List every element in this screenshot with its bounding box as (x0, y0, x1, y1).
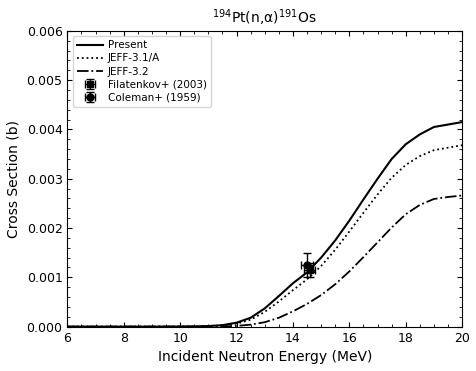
JEFF-3.2 (416, 203, 422, 207)
JEFF-3.1/A (317, 264, 323, 268)
JEFF-3.1/A (332, 247, 337, 252)
Line: JEFF-3.2: JEFF-3.2 (67, 196, 461, 326)
JEFF-3.2 (177, 324, 183, 329)
JEFF-3.2 (289, 309, 295, 313)
JEFF-3.2 (247, 322, 253, 327)
JEFF-3.2 (276, 316, 281, 320)
Present (388, 157, 394, 161)
JEFF-3.1/A (219, 324, 225, 328)
Present (374, 177, 379, 181)
Present (346, 219, 351, 223)
JEFF-3.1/A (374, 192, 379, 197)
JEFF-3.2 (92, 324, 98, 329)
JEFF-3.1/A (177, 324, 183, 329)
Present (120, 324, 126, 329)
Present (402, 142, 408, 147)
JEFF-3.1/A (120, 324, 126, 329)
X-axis label: Incident Neutron Energy (MeV): Incident Neutron Energy (MeV) (157, 350, 371, 364)
JEFF-3.1/A (416, 154, 422, 158)
JEFF-3.1/A (92, 324, 98, 329)
Present (247, 316, 253, 320)
Line: Present: Present (67, 122, 461, 326)
JEFF-3.1/A (289, 288, 295, 292)
JEFF-3.1/A (205, 324, 211, 328)
JEFF-3.2 (332, 282, 337, 286)
Present (205, 324, 211, 328)
Present (261, 306, 267, 311)
JEFF-3.2 (205, 324, 211, 329)
Present (360, 197, 366, 202)
JEFF-3.2 (360, 255, 366, 259)
Title: $^{194}$Pt(n,α)$^{191}$Os: $^{194}$Pt(n,α)$^{191}$Os (212, 7, 317, 27)
Present (430, 125, 436, 129)
JEFF-3.2 (233, 324, 239, 328)
Present (289, 281, 295, 286)
JEFF-3.1/A (276, 299, 281, 304)
JEFF-3.1/A (388, 175, 394, 180)
Y-axis label: Cross Section (b): Cross Section (b) (7, 120, 21, 238)
JEFF-3.2 (444, 195, 450, 199)
Present (332, 238, 337, 243)
Present (92, 324, 98, 329)
JEFF-3.1/A (247, 318, 253, 322)
JEFF-3.2 (304, 302, 309, 306)
Present (219, 323, 225, 327)
JEFF-3.1/A (64, 324, 70, 329)
Present (304, 270, 309, 275)
JEFF-3.1/A (444, 145, 450, 150)
JEFF-3.1/A (233, 321, 239, 326)
JEFF-3.2 (261, 320, 267, 324)
Line: JEFF-3.1/A: JEFF-3.1/A (67, 145, 461, 326)
JEFF-3.2 (458, 193, 464, 198)
Present (233, 321, 239, 325)
JEFF-3.1/A (304, 277, 309, 282)
JEFF-3.1/A (191, 324, 197, 329)
Present (64, 324, 70, 329)
JEFF-3.1/A (346, 229, 351, 234)
JEFF-3.2 (402, 212, 408, 216)
JEFF-3.2 (430, 197, 436, 201)
JEFF-3.1/A (261, 310, 267, 314)
JEFF-3.1/A (149, 324, 155, 329)
Present (416, 132, 422, 137)
JEFF-3.2 (388, 225, 394, 230)
Present (149, 324, 155, 329)
Present (458, 120, 464, 124)
JEFF-3.2 (149, 324, 155, 329)
Present (444, 122, 450, 127)
Present (177, 324, 183, 329)
JEFF-3.2 (346, 269, 351, 274)
Present (276, 294, 281, 298)
Present (317, 255, 323, 260)
JEFF-3.2 (120, 324, 126, 329)
JEFF-3.2 (374, 240, 379, 244)
JEFF-3.1/A (360, 211, 366, 215)
JEFF-3.2 (219, 324, 225, 329)
JEFF-3.2 (64, 324, 70, 329)
JEFF-3.1/A (430, 148, 436, 152)
JEFF-3.2 (191, 324, 197, 329)
Legend: Present, JEFF-3.1/A, JEFF-3.2, Filatenkov+ (2003), Coleman+ (1959): Present, JEFF-3.1/A, JEFF-3.2, Filatenko… (72, 36, 211, 107)
Present (191, 324, 197, 329)
JEFF-3.2 (317, 293, 323, 297)
JEFF-3.1/A (458, 143, 464, 147)
JEFF-3.1/A (402, 163, 408, 167)
